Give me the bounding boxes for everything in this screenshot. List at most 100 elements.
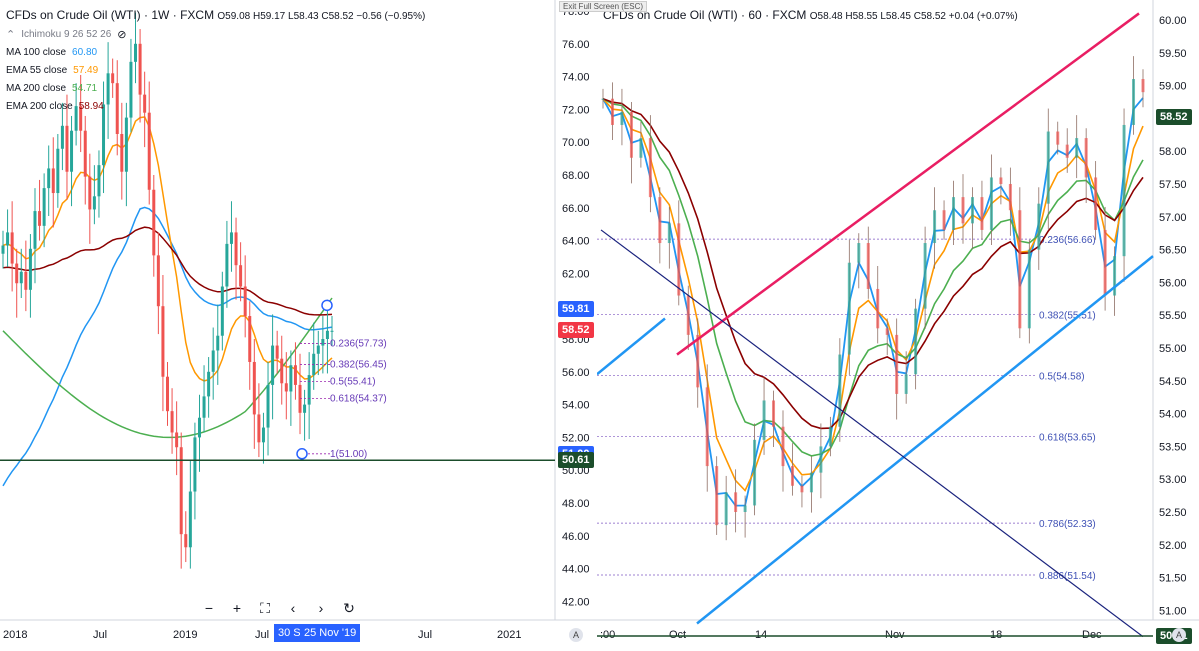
ohlc-readout: O58.48 H58.55 L58.45 C58.52 +0.04 (+0.07… [809, 11, 1018, 22]
candle-body [686, 295, 690, 335]
candle-body [876, 288, 880, 329]
crosshair-date-tag-start: 30 S [274, 624, 305, 642]
candle-body [147, 112, 151, 190]
candle-body [904, 374, 908, 394]
exchange-label: FXCM [180, 8, 215, 22]
candle-body [24, 271, 28, 290]
candle-body [989, 177, 993, 230]
hourly-chart-panel[interactable]: 51.00 51.50 52.00 52.50 53.00 53.50 54.00 54.50… [597, 0, 1199, 651]
fib-level-label: 0.5(55.41) [330, 376, 376, 387]
candle-body [197, 417, 201, 438]
fib-level-label: 0.618(54.37) [330, 394, 387, 405]
zoom-in-icon[interactable]: + [226, 597, 248, 619]
weekly-chart[interactable]: 42.00 44.00 46.00 48.00 50.00 52.00 54.00 56.00… [0, 0, 597, 651]
x-tick-label: Nov [885, 629, 905, 641]
indicator-ma200[interactable]: MA 200 close 54.71 [6, 80, 425, 98]
candle-body [610, 98, 614, 125]
candle-body [303, 404, 307, 413]
indicator-ma100[interactable]: MA 100 close 60.80 [6, 44, 425, 62]
candle-body [239, 265, 243, 287]
ema55-line [2, 116, 333, 382]
candle-body [79, 106, 83, 131]
candle-body [207, 371, 211, 397]
candle-body [639, 138, 643, 158]
candle-body [923, 243, 927, 309]
chevron-right-icon[interactable]: › [310, 597, 332, 619]
candle-body [601, 98, 605, 100]
chevron-up-icon[interactable]: ⌃ [6, 29, 16, 41]
auto-scale-button[interactable]: A [1172, 628, 1186, 642]
candle-body [138, 43, 142, 95]
candle-body [111, 73, 115, 84]
candle-body [261, 427, 265, 443]
candle-body [1065, 144, 1069, 158]
indicator-ema200[interactable]: EMA 200 close 58.94 [6, 98, 425, 116]
candle-body [1103, 229, 1107, 296]
candle-body [129, 61, 133, 118]
weekly-chart-panel[interactable]: 42.00 44.00 46.00 48.00 50.00 52.00 54.00 56.00… [0, 0, 597, 651]
symbol-title[interactable]: CFDs on Crude Oil (WTI) [6, 8, 141, 22]
candle-body [38, 211, 42, 226]
candle-body [229, 232, 233, 244]
zoom-out-icon[interactable]: − [198, 597, 220, 619]
y-tick-label: 72.00 [562, 104, 590, 116]
indicator-name: EMA 55 close [6, 65, 68, 76]
price-tag-ma100: 59.81 [558, 301, 594, 318]
candle-body [980, 197, 984, 230]
candle-body [234, 232, 238, 266]
candle-body [56, 148, 60, 194]
ichimoku-label: Ichimoku 9 26 52 26 [21, 29, 112, 40]
candle-body [284, 383, 288, 392]
interval-label[interactable]: 1W [151, 8, 170, 22]
y-tick-label: 48.00 [562, 498, 590, 510]
y-tick-label: 55.00 [1159, 343, 1187, 355]
candle-body [225, 243, 229, 287]
exit-fullscreen-banner[interactable]: Exit Full Screen (ESC) [559, 1, 648, 12]
x-tick-label: 18 [990, 629, 1002, 641]
candle-body [33, 211, 37, 249]
candle-body [216, 335, 220, 351]
y-tick-label: 56.00 [562, 367, 590, 379]
candle-body [252, 361, 256, 415]
hidden-eye-icon[interactable]: ⊘ [117, 29, 127, 41]
candle-body [243, 286, 247, 317]
candle-body [74, 106, 78, 131]
ma-green-line [602, 98, 1144, 457]
interval-label[interactable]: 60 [748, 8, 762, 22]
y-tick-label: 66.00 [562, 203, 590, 215]
candle-body [828, 426, 832, 447]
y-tick-label: 59.50 [1159, 48, 1187, 60]
weekly-chart-title-row: CFDs on Crude Oil (WTI) · 1W · FXCM O59.… [6, 8, 426, 22]
candle-body [88, 176, 92, 210]
candle-body [97, 165, 101, 197]
y-tick-label: 55.50 [1159, 310, 1187, 322]
y-tick-label: 62.00 [562, 268, 590, 280]
y-tick-label: 42.00 [562, 596, 590, 608]
ma200-line [2, 297, 333, 439]
y-tick-label: 60.00 [1159, 15, 1187, 27]
fib-anchor-top [321, 299, 333, 312]
indicator-ema55[interactable]: EMA 55 close 57.49 [6, 62, 425, 80]
candle-body [184, 534, 188, 548]
ichimoku-indicator-row[interactable]: ⌃ Ichimoku 9 26 52 26 ⊘ [6, 26, 425, 44]
candle-body [1084, 138, 1088, 178]
fullscreen-icon[interactable]: ⛶ [254, 597, 276, 619]
candle-body [156, 255, 160, 307]
fib-anchor-bottom [296, 448, 308, 460]
chevron-left-icon[interactable]: ‹ [282, 597, 304, 619]
candle-body [293, 365, 297, 385]
weekly-chart-legend: CFDs on Crude Oil (WTI) · 1W · FXCM O59.… [6, 6, 425, 116]
ema-blue-line [602, 97, 1144, 507]
reset-icon[interactable]: ↻ [338, 597, 360, 619]
y-tick-label: 50.00 [562, 465, 590, 477]
exchange-label: FXCM [772, 8, 807, 22]
price-tag-last-price: 58.52 [1156, 109, 1192, 126]
candle-body [743, 505, 747, 512]
candle-body [42, 188, 46, 226]
ma100-line [2, 206, 333, 487]
x-tick-label: 2021 [497, 629, 521, 641]
candle-body [800, 485, 804, 493]
auto-scale-button[interactable]: A [569, 628, 583, 642]
hourly-chart[interactable]: 51.00 51.50 52.00 52.50 53.00 53.50 54.00 54.50… [597, 0, 1199, 651]
candle-body [1018, 210, 1022, 329]
